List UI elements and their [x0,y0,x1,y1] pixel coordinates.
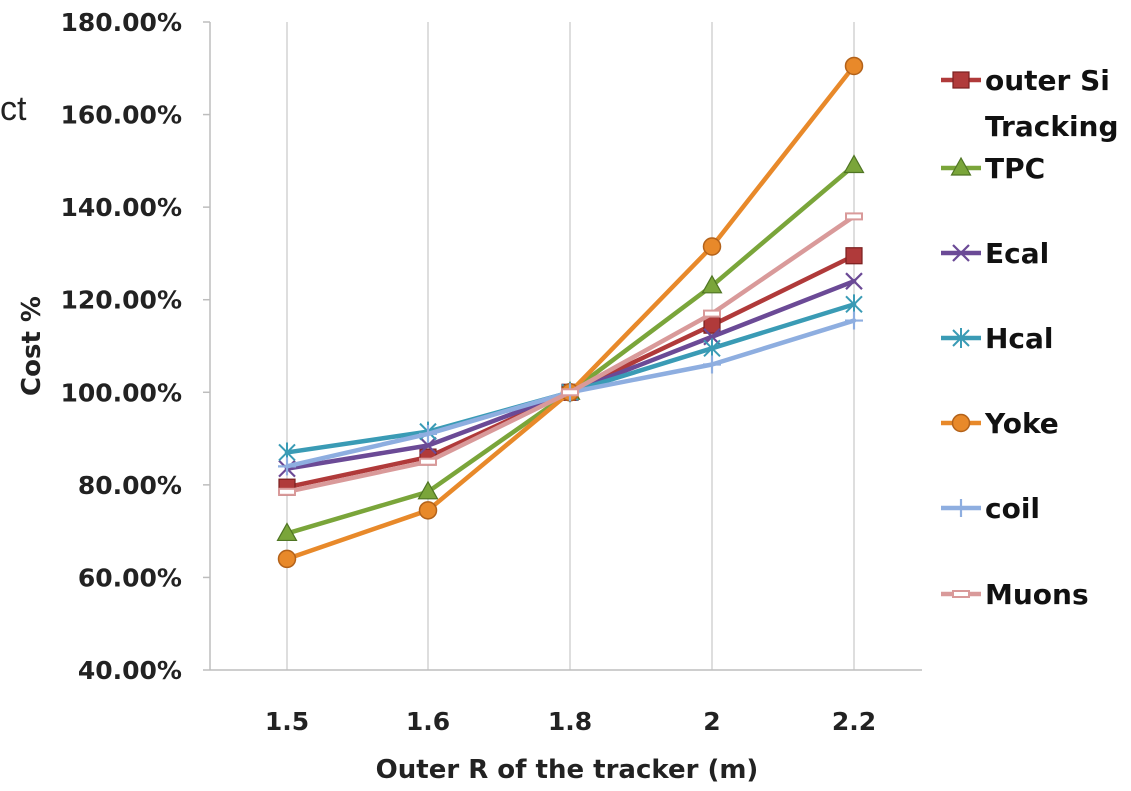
data-point-tpc-2 [701,274,723,294]
data-point-muons-1.8 [561,388,579,397]
legend-item-tpc: TPC [941,152,1045,185]
data-point-tpc-2.2 [843,154,865,174]
legend-marker-coil [952,499,970,517]
data-point-hcal-2.2 [845,294,863,315]
data-point-coil-1.6 [419,424,437,443]
x-tick-label: 1.5 [265,707,309,736]
axes-layer: 40.00% 60.00% 80.00% 100.00% 120.00% 140.00% 1… [60,8,922,736]
data-point-muons-2 [703,309,721,318]
legend-marker-yoke [951,413,971,433]
data-point-coil-2.2 [845,311,863,330]
y-tick-label: 120.00% [60,286,182,315]
legend-item-hcal: Hcal [941,322,1054,355]
y-tick-label: 100.00% [60,378,182,407]
legend-label-outer-si-tracking: outer Si [985,64,1110,97]
data-point-tpc-1.5 [276,522,298,542]
legend-marker-outer-si-tracking [952,71,970,89]
data-point-yoke-1.5 [277,549,297,569]
legend-label-outer-si-tracking: Tracking [985,110,1119,143]
x-tick-label: 1.8 [548,707,592,736]
data-point-tpc-1.6 [417,480,439,500]
legend-item-muons: Muons [941,578,1089,611]
legend-label-tpc: TPC [985,152,1045,185]
y-tick-label: 80.00% [78,471,182,500]
cropped-text-fragment: ct [0,90,27,128]
y-tick-label: 60.00% [78,563,182,592]
x-tick-label: 2 [703,707,720,736]
series-muons [278,212,863,496]
series-layer [276,56,865,569]
data-point-hcal-2 [703,338,721,359]
x-axis-title: Outer R of the tracker (m) [376,755,759,785]
data-point-coil-2 [703,355,721,374]
data-point-ecal-2.2 [845,272,863,290]
data-point-yoke-2.2 [844,56,864,76]
legend-item-outer-si-tracking: outer Si Tracking [941,64,1119,143]
legend-marker-hcal [952,328,970,348]
legend-marker-tpc [950,156,972,176]
legend-label-ecal: Ecal [985,237,1049,270]
legend-item-yoke: Yoke [941,407,1059,440]
data-point-muons-2.2 [845,212,863,221]
legend-marker-ecal [952,244,970,262]
legend: outer Si Tracking TPC Ecal Hcal Yoke coil Muons [941,64,1119,611]
data-point-ecal-1.6 [419,436,437,455]
x-tick-label: 1.6 [406,707,450,736]
legend-item-coil: coil [941,492,1040,525]
y-tick-label: 40.00% [78,656,182,685]
legend-marker-muons [952,590,970,598]
y-axis-title: Cost % [17,296,47,396]
x-tick-label: 2.2 [832,707,876,736]
data-point-outer-si-tracking-2.2 [845,247,863,265]
y-tick-label: 180.00% [60,8,182,37]
y-tick-label: 140.00% [60,193,182,222]
legend-item-ecal: Ecal [941,237,1049,270]
data-point-muons-1.5 [278,487,296,496]
legend-label-yoke: Yoke [984,407,1059,440]
data-point-coil-1.5 [278,457,296,476]
legend-label-coil: coil [985,492,1040,525]
data-point-yoke-1.6 [418,501,438,520]
legend-label-muons: Muons [985,578,1089,611]
y-tick-label: 160.00% [60,101,182,130]
data-point-yoke-2 [702,237,722,256]
legend-label-hcal: Hcal [985,322,1054,355]
data-point-muons-1.6 [419,457,437,466]
